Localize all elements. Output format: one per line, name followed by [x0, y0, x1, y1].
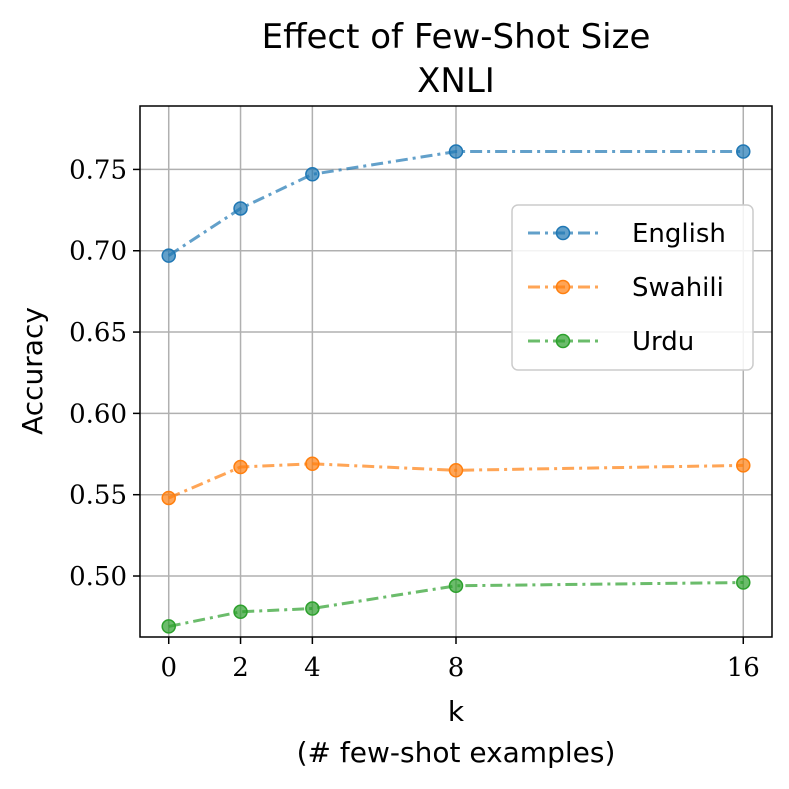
data-point-urdu	[448, 578, 464, 594]
y-tick-label: 0.75	[69, 155, 127, 185]
data-point-urdu	[736, 575, 751, 590]
grid	[140, 106, 772, 637]
legend-marker-urdu	[555, 333, 571, 349]
y-tick-label: 0.60	[69, 399, 127, 429]
legend-box	[511, 204, 754, 371]
data-point-swahili	[305, 456, 320, 472]
series-line-english	[167, 150, 744, 257]
data-point-swahili	[233, 459, 248, 475]
y-axis-label: Accuracy	[16, 307, 49, 435]
x-tick-label: 16	[727, 653, 760, 683]
legend-label-swahili: Swahili	[632, 273, 724, 303]
x-tick-label: 8	[448, 653, 465, 683]
ticks: 0 2 4 8 16 0.50 0.55 0.60 0.65 0.70 0.75	[69, 155, 760, 683]
y-tick-label: 0.50	[69, 562, 127, 592]
series-layer	[161, 144, 751, 634]
data-point-urdu	[305, 601, 320, 616]
legend-label-english: English	[632, 219, 726, 249]
x-axis-label: k	[448, 695, 465, 728]
legend-label-urdu: Urdu	[632, 327, 694, 357]
data-point-english	[233, 201, 248, 216]
data-point-swahili	[736, 458, 751, 473]
data-point-urdu	[233, 604, 248, 620]
chart-title-line1: Effect of Few-Shot Size	[262, 17, 651, 57]
legend: English Swahili Urdu	[511, 204, 754, 371]
legend-marker-swahili	[555, 279, 571, 295]
y-tick-label: 0.65	[69, 318, 127, 348]
series-line-urdu	[168, 581, 744, 628]
data-point-english	[305, 167, 320, 182]
data-point-swahili	[161, 490, 176, 506]
chart-title-line2: XNLI	[417, 61, 495, 101]
x-tick-label: 4	[304, 653, 321, 683]
data-point-english	[448, 144, 464, 159]
legend-marker-english	[555, 225, 571, 241]
y-tick-label: 0.55	[69, 481, 127, 511]
data-point-urdu	[161, 619, 176, 634]
data-point-english	[736, 144, 751, 159]
y-tick-label: 0.70	[69, 237, 127, 267]
x-tick-label: 2	[232, 653, 249, 683]
data-point-swahili	[448, 463, 464, 478]
x-tick-label: 0	[160, 653, 177, 683]
data-point-english	[161, 248, 176, 263]
x-axis-sublabel: (# few-shot examples)	[297, 736, 616, 769]
